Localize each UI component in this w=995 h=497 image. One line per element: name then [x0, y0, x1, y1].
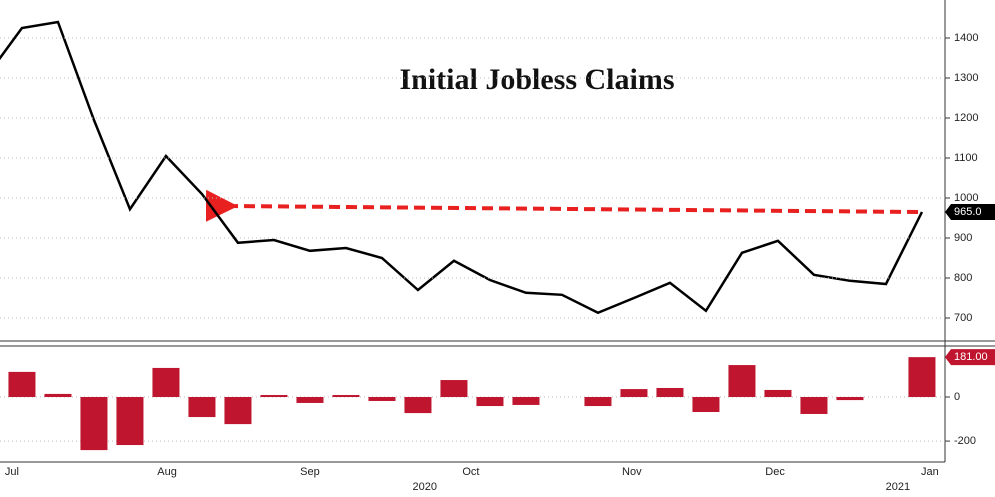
bar [332, 395, 360, 398]
bar [260, 395, 288, 398]
y-tick-label: 1200 [954, 112, 978, 124]
bar [44, 393, 72, 398]
annotation-arrow [205, 189, 919, 222]
value-flag [945, 349, 995, 366]
y-tick-label: 1300 [954, 72, 978, 84]
bar [656, 387, 684, 398]
bar [836, 397, 864, 401]
chart-title: Initial Jobless Claims [399, 63, 674, 96]
y-tick-label: 1100 [954, 152, 978, 164]
y-tick-label: 1400 [954, 32, 978, 44]
bar [80, 397, 108, 451]
bar [512, 397, 540, 405]
bar [8, 371, 36, 398]
bar [188, 397, 216, 418]
y-tick-label: 700 [954, 312, 972, 324]
x-tick-label: Oct [462, 466, 479, 478]
y-tick-label: 0 [954, 391, 960, 403]
value-label: 965.0 [954, 206, 982, 218]
bar [620, 389, 648, 398]
x-tick-label: Aug [157, 466, 177, 478]
year-label: 2021 [886, 481, 910, 493]
bar [440, 380, 468, 398]
bar [476, 397, 504, 407]
bar [404, 397, 432, 414]
y-tick-label: 900 [954, 232, 972, 244]
bar [800, 397, 828, 414]
bar [764, 389, 792, 398]
x-tick-label: Nov [622, 466, 642, 478]
plot-area [0, 0, 945, 340]
bar [908, 357, 936, 398]
bar [584, 397, 612, 407]
value-label: 181.00 [954, 351, 988, 363]
line-series [0, 20, 924, 315]
x-tick-label: Dec [765, 466, 785, 478]
y-tick-label: 800 [954, 272, 972, 284]
bar [296, 397, 324, 403]
y-tick-label: 1000 [954, 192, 978, 204]
x-tick-label: Jan [921, 466, 939, 478]
x-tick-label: Sep [300, 466, 320, 478]
y-tick-label: -200 [954, 435, 976, 447]
year-label: 2020 [413, 481, 437, 493]
bar [368, 397, 396, 401]
bar [224, 397, 252, 425]
bar [728, 365, 756, 398]
bar [152, 367, 180, 398]
x-tick-label: Jul [5, 466, 19, 478]
value-flag [945, 204, 995, 220]
line-layer [0, 20, 924, 315]
bar [692, 397, 720, 412]
bar [116, 397, 144, 446]
